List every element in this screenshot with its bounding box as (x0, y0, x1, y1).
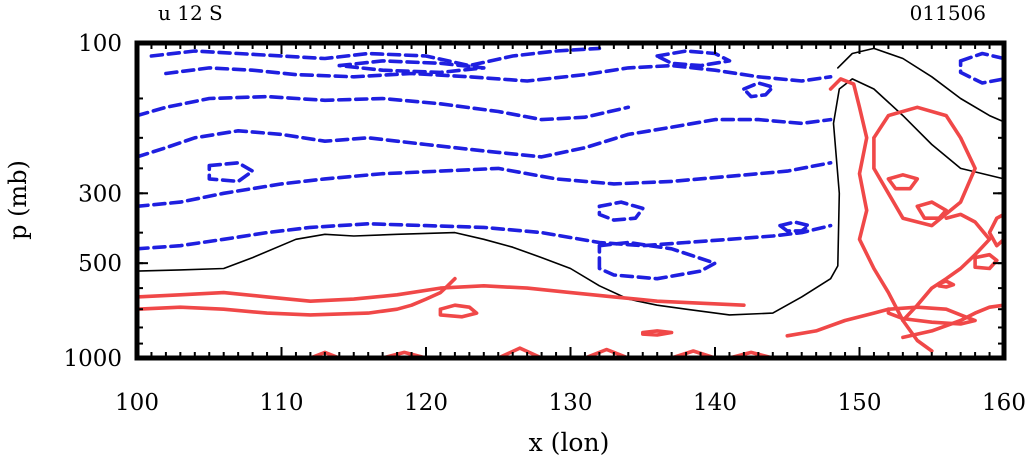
contour-negative-3 (135, 222, 833, 251)
contour-negative-15 (597, 240, 717, 281)
contour-positive-27 (886, 305, 977, 326)
contour-positive-20 (872, 105, 977, 228)
contour-positive-33 (496, 346, 544, 360)
contour-negative-9 (655, 49, 732, 68)
contour-negative-5 (135, 94, 631, 122)
contour-positive-21 (886, 173, 920, 191)
contour-negative-6 (149, 46, 602, 68)
chart-title-left: u 12 S (158, 1, 223, 25)
x-tick-label: 140 (693, 390, 737, 416)
contour-positive-28 (785, 307, 891, 338)
contour-negative-13 (597, 200, 645, 222)
x-tick-label: 110 (260, 390, 304, 416)
contour-positive-30 (640, 329, 674, 337)
contour-positive-18 (438, 303, 479, 319)
axis-tick-labels: 100 110 120 130 140 150 160 100 300 500 1000 (63, 31, 1026, 416)
x-tick-label: 120 (404, 390, 448, 416)
axis-ticks (136, 42, 1005, 359)
plot-frame (134, 40, 1007, 361)
contour-negative-8 (337, 59, 486, 75)
x-tick-label: 130 (549, 390, 593, 416)
y-tick-label: 500 (78, 251, 122, 277)
contour-positive-16 (135, 283, 746, 308)
y-tick-label: 1000 (63, 346, 122, 372)
contour-positive-17 (135, 276, 457, 317)
contour-positive-26 (937, 279, 956, 289)
contour-negative-4 (135, 161, 833, 209)
contour-negative-14 (778, 220, 811, 233)
contour-positive-23 (901, 212, 992, 323)
x-tick-label: 100 (115, 390, 159, 416)
contour-zero-0 (136, 78, 1005, 316)
chart-title-right: 011506 (910, 1, 986, 25)
x-tick-label: 160 (982, 390, 1026, 416)
contour-positive-29 (901, 303, 1006, 340)
contour-positive-22 (915, 200, 949, 220)
contour-negative-7 (164, 63, 833, 83)
contour-lines (135, 46, 1006, 360)
contour-negative-12 (207, 161, 255, 184)
contour-positive-34 (583, 347, 631, 360)
contour-zero-1 (836, 47, 1005, 123)
x-axis-label: x (lon) (529, 428, 610, 457)
y-tick-label: 300 (78, 181, 122, 207)
x-tick-label: 150 (838, 390, 882, 416)
y-tick-label: 100 (78, 31, 122, 57)
contour-negative-11 (742, 81, 775, 99)
contour-positive-25 (973, 252, 999, 271)
y-axis-label: p (mb) (4, 160, 32, 240)
contour-negative-2 (135, 117, 833, 159)
contour-negative-10 (958, 51, 1006, 85)
